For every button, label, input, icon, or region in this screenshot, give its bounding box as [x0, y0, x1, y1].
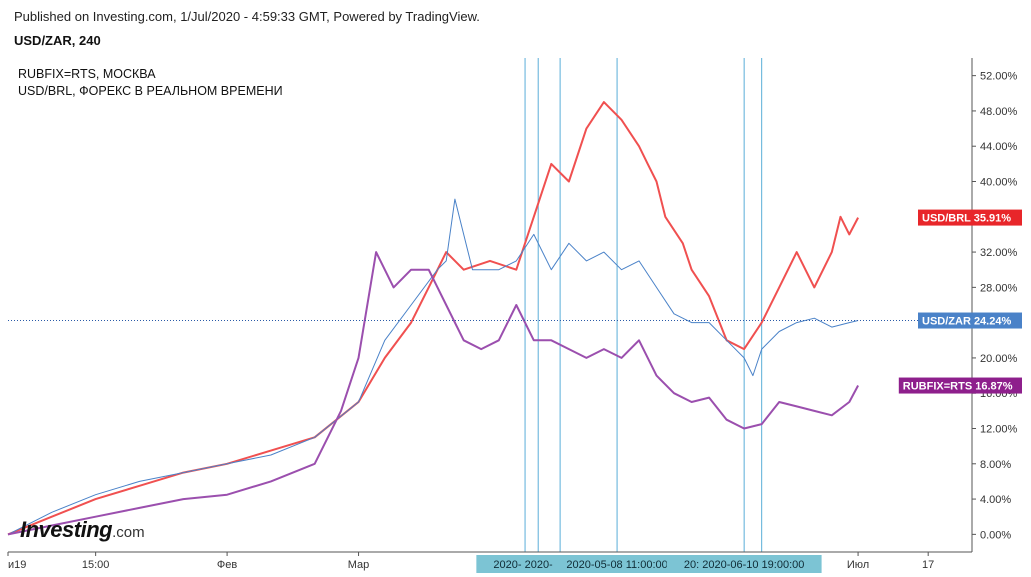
crosshair-date-label: 20: 2020-06-10 19:00:00	[684, 559, 805, 571]
x-tick-label: и19	[8, 559, 26, 571]
y-tick-label: 4.00%	[980, 494, 1011, 506]
crosshair-date-label-box	[552, 555, 682, 573]
last-value-label-box	[918, 312, 1022, 329]
series-layer	[7, 101, 972, 536]
y-tick-label: 52.00%	[980, 71, 1018, 83]
y-tick-label: 48.00%	[980, 106, 1018, 118]
y-tick-label: 44.00%	[980, 141, 1018, 153]
y-tick-label: 28.00%	[980, 282, 1018, 294]
x-tick-label: Фев	[217, 559, 237, 571]
y-tick-label: 8.00%	[980, 459, 1011, 471]
y-tick-label: 32.00%	[980, 247, 1018, 259]
y-tick-label: 40.00%	[980, 177, 1018, 189]
last-value-label-box	[918, 209, 1022, 226]
vertical-markers: 2020- 2020-04-06 03:00:002020-05-08 11:0…	[476, 58, 822, 573]
investing-logo: Investing.com	[20, 517, 145, 542]
y-tick-label: 12.00%	[980, 424, 1018, 436]
crosshair-date-label: 2020-05-08 11:00:00	[566, 559, 667, 571]
published-caption: Published on Investing.com, 1/Jul/2020 -…	[14, 9, 480, 24]
series-line-usdzar	[7, 198, 859, 535]
last-value-label: USD/BRL 35.91%	[922, 213, 1011, 225]
x-tick-label: Мар	[348, 559, 370, 571]
y-tick-label: 0.00%	[980, 529, 1011, 541]
series-line-rubfixrts	[7, 251, 859, 536]
y-tick-label: 20.00%	[980, 353, 1018, 365]
x-tick-label: 15:00	[82, 559, 110, 571]
x-tick-label: Июл	[847, 559, 869, 571]
crosshair-date-label-box	[666, 555, 822, 573]
x-tick-label: 17	[922, 559, 934, 571]
legend-item-usdbrl: USD/BRL, ФОРЕКС В РЕАЛЬНОМ ВРЕМЕНИ	[18, 84, 283, 98]
series-line-usdbrl	[7, 101, 859, 536]
last-value-label-box	[898, 377, 1022, 394]
legend-item-rubfix: RUBFIX=RTS, МОСКВА	[18, 67, 156, 81]
last-value-label: USD/ZAR 24.24%	[922, 316, 1011, 328]
chart-symbol-title: USD/ZAR, 240	[14, 33, 101, 48]
last-value-labels: USD/BRL 35.91% USD/ZAR 24.24% RUBFIX=RTS 1…	[898, 209, 1022, 394]
axis-layer: 52.00%48.00%44.00%40.00%36.00%32.00%28.0…	[7, 58, 1018, 571]
last-value-label: RUBFIX=RTS 16.87%	[903, 381, 1013, 393]
